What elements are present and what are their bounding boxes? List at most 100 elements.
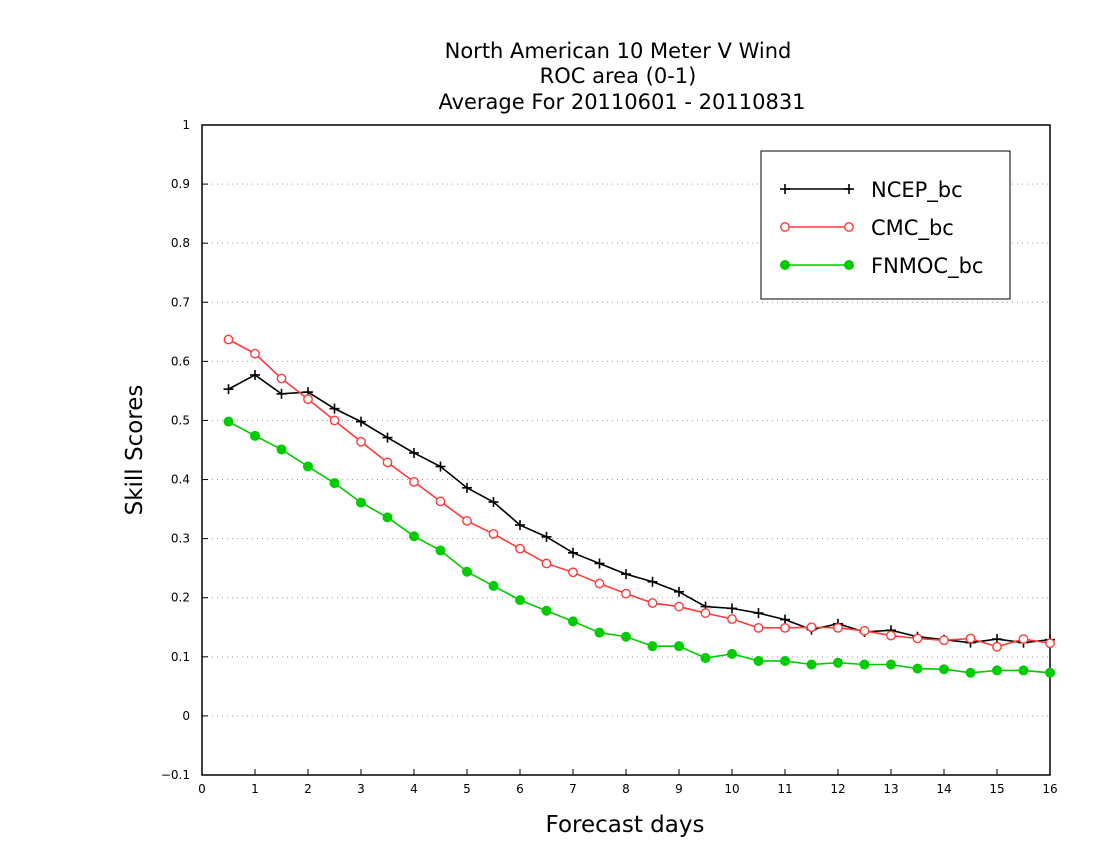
data-point-cmc-bc xyxy=(568,567,578,578)
legend-item-ncep-bc: NCEP_bc xyxy=(780,178,963,203)
x-tick-label: 12 xyxy=(830,782,845,796)
data-point-ncep-bc xyxy=(727,603,737,614)
data-point-cmc-bc xyxy=(939,635,949,646)
data-point-cmc-bc xyxy=(382,457,393,468)
data-point-cmc-bc xyxy=(647,598,658,608)
data-point-cmc-bc xyxy=(462,516,472,526)
data-point-cmc-bc xyxy=(356,436,366,447)
series-line-cmc-bc xyxy=(228,338,1051,648)
series-line-fnmoc-bc xyxy=(228,420,1051,674)
x-tick-label: 8 xyxy=(622,782,630,796)
legend-marker xyxy=(780,184,790,194)
data-point-ncep-bc xyxy=(674,586,684,597)
x-tick-label: 9 xyxy=(675,782,683,796)
data-point-cmc-bc xyxy=(753,622,764,633)
data-point-ncep-bc xyxy=(488,497,499,507)
data-point-cmc-bc xyxy=(886,630,896,641)
legend-marker xyxy=(844,260,854,270)
chart-title-line-3: Average For 20110601 - 20110831 xyxy=(438,90,805,114)
y-tick-label: 1 xyxy=(182,118,190,132)
legend-marker xyxy=(844,222,854,232)
series-lines xyxy=(223,334,1055,678)
legend-item-cmc-bc: CMC_bc xyxy=(780,216,954,241)
y-tick-label: 0.5 xyxy=(171,413,190,427)
data-point-cmc-bc xyxy=(833,622,843,633)
data-point-cmc-bc xyxy=(1018,634,1029,644)
data-point-ncep-bc xyxy=(541,531,552,542)
series-line-ncep-bc xyxy=(228,374,1051,644)
legend-label: NCEP_bc xyxy=(871,178,963,203)
data-point-cmc-bc xyxy=(806,622,817,633)
data-point-fnmoc-bc xyxy=(912,663,923,674)
x-tick-label: 15 xyxy=(989,782,1004,796)
data-point-cmc-bc xyxy=(303,394,313,405)
data-point-cmc-bc xyxy=(515,543,525,554)
x-tick-label: 4 xyxy=(410,782,418,796)
x-tick-label: 0 xyxy=(198,782,206,796)
data-point-cmc-bc xyxy=(727,614,737,624)
data-point-fnmoc-bc xyxy=(515,595,525,606)
y-axis: −0.1 0 0.1 0.2 0.3 0.4 0.5 0.6 0.7 0.8 0.9 1 xyxy=(161,118,208,782)
data-point-cmc-bc xyxy=(965,633,976,644)
x-tick-label: 5 xyxy=(463,782,471,796)
data-point-fnmoc-bc xyxy=(250,430,260,441)
y-tick-label: 0.9 xyxy=(171,177,190,191)
data-point-fnmoc-bc xyxy=(541,605,552,616)
legend-box xyxy=(760,150,1011,300)
data-point-ncep-bc xyxy=(594,558,605,569)
data-point-fnmoc-bc xyxy=(939,664,949,675)
data-point-fnmoc-bc xyxy=(647,641,658,652)
data-point-fnmoc-bc xyxy=(700,653,711,663)
data-point-cmc-bc xyxy=(276,373,287,384)
data-point-fnmoc-bc xyxy=(329,478,340,489)
data-point-fnmoc-bc xyxy=(992,665,1002,676)
chart-title-line-1: North American 10 Meter V Wind xyxy=(445,39,792,63)
y-tick-label: 0.4 xyxy=(171,473,190,487)
data-point-fnmoc-bc xyxy=(462,566,472,577)
data-point-fnmoc-bc xyxy=(382,512,393,523)
legend-label: FNMOC_bc xyxy=(871,254,983,279)
x-axis-label: Forecast days xyxy=(546,812,705,838)
x-tick-label: 13 xyxy=(883,782,898,796)
data-point-ncep-bc xyxy=(568,547,578,558)
legend-marker xyxy=(780,222,790,232)
y-tick-label: 0.6 xyxy=(171,354,190,368)
data-point-fnmoc-bc xyxy=(356,497,366,508)
y-tick-label: 0.1 xyxy=(171,650,190,664)
data-point-cmc-bc xyxy=(1045,638,1055,649)
data-point-fnmoc-bc xyxy=(621,631,631,642)
data-point-fnmoc-bc xyxy=(833,657,843,668)
data-point-fnmoc-bc xyxy=(1018,665,1029,676)
data-point-fnmoc-bc xyxy=(886,659,896,670)
data-point-ncep-bc xyxy=(356,416,366,427)
data-point-fnmoc-bc xyxy=(753,655,764,666)
data-point-cmc-bc xyxy=(541,558,552,569)
y-tick-label: 0.7 xyxy=(171,295,190,309)
y-tick-label: 0.8 xyxy=(171,236,190,250)
data-point-ncep-bc xyxy=(382,432,393,443)
x-tick-label: 2 xyxy=(304,782,312,796)
x-tick-label: 10 xyxy=(724,782,739,796)
y-tick-label: 0 xyxy=(182,709,190,723)
data-point-ncep-bc xyxy=(515,520,525,531)
x-tick-label: 6 xyxy=(516,782,524,796)
data-point-fnmoc-bc xyxy=(594,627,605,638)
data-point-cmc-bc xyxy=(912,633,923,644)
data-point-fnmoc-bc xyxy=(303,461,313,472)
data-point-ncep-bc xyxy=(409,447,419,458)
legend-item-fnmoc-bc: FNMOC_bc xyxy=(780,254,983,279)
data-point-ncep-bc xyxy=(276,388,287,399)
data-point-fnmoc-bc xyxy=(674,641,684,652)
data-point-ncep-bc xyxy=(223,384,234,395)
data-point-cmc-bc xyxy=(435,496,446,507)
series-ncep-bc xyxy=(223,369,1055,648)
series-cmc-bc xyxy=(223,334,1055,652)
data-point-ncep-bc xyxy=(462,482,472,493)
chart-title-line-2: ROC area (0-1) xyxy=(540,64,697,88)
data-point-ncep-bc xyxy=(329,403,340,414)
data-point-cmc-bc xyxy=(250,348,260,359)
data-point-fnmoc-bc xyxy=(409,531,419,542)
y-tick-label: −0.1 xyxy=(161,768,190,782)
